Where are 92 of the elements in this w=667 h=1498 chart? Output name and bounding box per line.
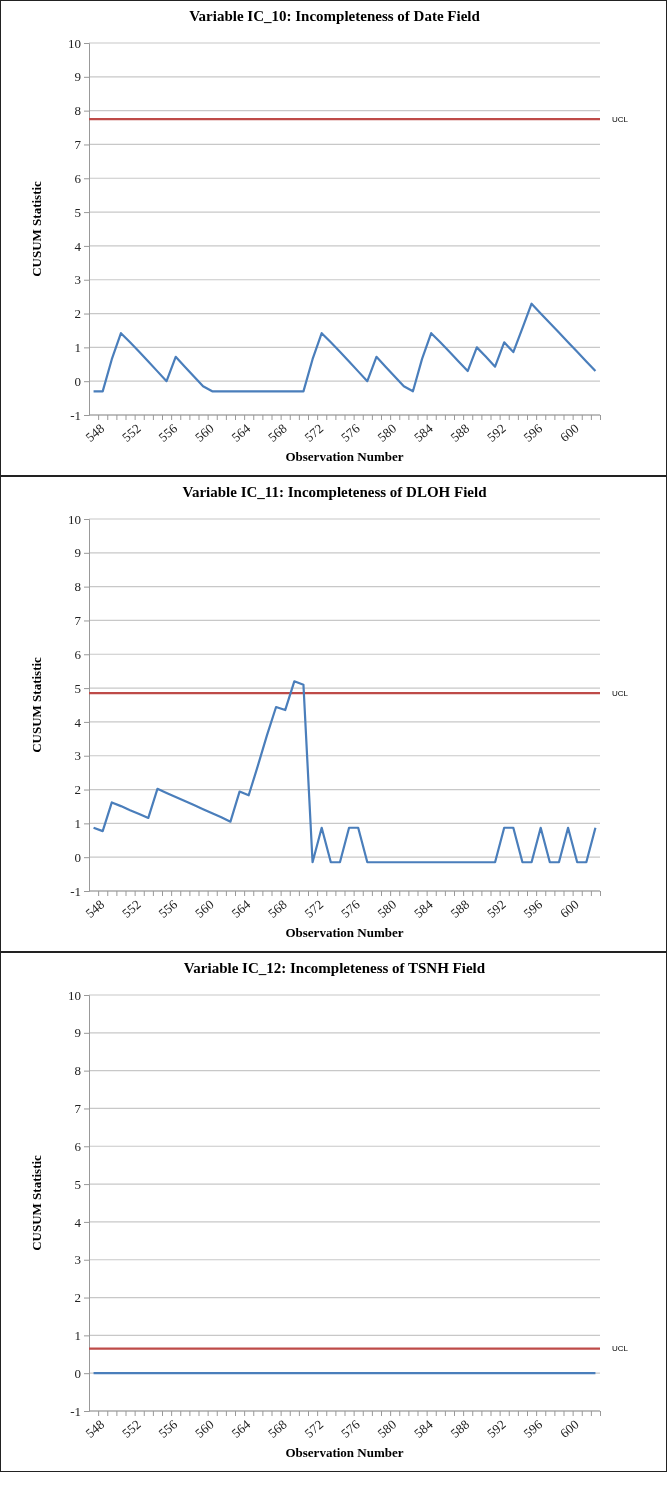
y-tick-label: 7 — [74, 1101, 82, 1117]
y-tick-label: 2 — [74, 782, 81, 798]
y-tick-label: 6 — [74, 1138, 82, 1154]
y-tick-label: 8 — [74, 1063, 81, 1079]
y-tick-label: 4 — [74, 238, 82, 254]
x-tick-label: 560 — [192, 1416, 217, 1441]
y-tick-label: 3 — [74, 748, 81, 764]
x-tick-label: 592 — [484, 420, 509, 445]
y-tick-label: -1 — [70, 883, 81, 899]
y-axis-title: CUSUM Statistic — [29, 656, 44, 753]
x-tick-label: 584 — [411, 896, 436, 921]
x-tick-label: 580 — [374, 896, 400, 921]
y-tick-label: 10 — [68, 35, 81, 51]
x-tick-label: 564 — [228, 420, 254, 445]
chart-title: Variable IC_11: Incompleteness of DLOH Field — [182, 484, 488, 500]
y-tick-label: 4 — [74, 714, 82, 730]
x-tick-label: 560 — [192, 420, 217, 445]
x-axis-title: Observation Number — [285, 925, 404, 940]
x-tick-label: 572 — [301, 1416, 327, 1441]
y-tick-label: 9 — [74, 69, 81, 85]
x-tick-label: 552 — [119, 896, 144, 921]
y-axis-title: CUSUM Statistic — [29, 1154, 44, 1251]
x-tick-label: 596 — [520, 896, 546, 921]
y-tick-label: 6 — [74, 646, 82, 662]
y-tick-label: 0 — [74, 1365, 81, 1381]
x-tick-label: 556 — [155, 1416, 181, 1441]
x-tick-label: 572 — [301, 420, 327, 445]
y-tick-label: 2 — [74, 306, 81, 322]
x-tick-label: 560 — [192, 896, 217, 921]
y-tick-label: 6 — [74, 170, 82, 186]
y-tick-label: 7 — [74, 137, 82, 153]
y-tick-label: 5 — [74, 680, 81, 696]
x-axis-title: Observation Number — [285, 449, 404, 464]
y-tick-label: 10 — [68, 511, 81, 527]
x-tick-label: 596 — [520, 1416, 546, 1441]
x-tick-label: 588 — [447, 896, 473, 921]
x-tick-label: 580 — [374, 1416, 400, 1441]
x-tick-label: 556 — [155, 896, 181, 921]
y-tick-label: 3 — [74, 272, 81, 288]
x-tick-label: 588 — [447, 420, 473, 445]
x-tick-label: 564 — [228, 896, 254, 921]
x-tick-label: 592 — [484, 1416, 509, 1441]
y-tick-label: 2 — [74, 1290, 81, 1306]
x-tick-label: 572 — [301, 896, 327, 921]
line-series — [92, 302, 597, 393]
x-tick-label: 576 — [338, 896, 363, 921]
y-tick-label: 8 — [74, 103, 81, 119]
y-tick-label: 4 — [74, 1214, 82, 1230]
x-tick-label: 568 — [265, 420, 290, 445]
x-tick-label: 564 — [228, 1416, 254, 1441]
y-tick-label: 9 — [74, 1025, 81, 1041]
x-tick-label: 576 — [338, 1416, 363, 1441]
chart-title: Variable IC_10: Incompleteness of Date Field — [189, 8, 481, 24]
x-tick-label: 588 — [447, 1416, 473, 1441]
x-tick-label: 576 — [338, 420, 363, 445]
y-tick-label: 1 — [74, 340, 81, 356]
y-axis-title: CUSUM Statistic — [29, 180, 44, 277]
chart-title: Variable IC_12: Incompleteness of TSNH Field — [183, 960, 486, 976]
ref-line-label: UCL — [612, 114, 629, 124]
x-tick-label: 548 — [82, 1416, 108, 1441]
y-tick-label: 1 — [74, 1328, 81, 1344]
y-tick-label: -1 — [70, 1403, 81, 1419]
ref-line-label: UCL — [612, 688, 629, 698]
x-tick-label: 568 — [265, 896, 290, 921]
x-tick-label: 592 — [484, 896, 509, 921]
y-tick-label: 3 — [74, 1252, 81, 1268]
y-tick-label: 9 — [74, 545, 81, 561]
x-tick-label: 552 — [119, 1416, 144, 1441]
x-tick-label: 600 — [557, 1416, 582, 1441]
x-tick-label: 556 — [155, 420, 181, 445]
x-tick-label: 596 — [520, 420, 546, 445]
x-tick-label: 568 — [265, 1416, 290, 1441]
x-tick-label: 548 — [82, 420, 108, 445]
y-tick-label: -1 — [70, 407, 81, 423]
x-tick-label: 584 — [411, 1416, 436, 1441]
y-tick-label: 8 — [74, 579, 81, 595]
x-tick-label: 584 — [411, 420, 436, 445]
x-tick-label: 600 — [557, 896, 582, 921]
y-tick-label: 5 — [74, 1176, 81, 1192]
ref-line-label: UCL — [612, 1344, 629, 1354]
line-series — [92, 680, 597, 864]
y-tick-label: 7 — [74, 613, 82, 629]
x-tick-label: 552 — [119, 420, 144, 445]
y-tick-label: 10 — [68, 987, 81, 1003]
y-tick-label: 1 — [74, 816, 81, 832]
y-tick-label: 0 — [74, 849, 81, 865]
x-tick-label: 600 — [557, 420, 582, 445]
y-tick-label: 5 — [74, 204, 81, 220]
y-tick-label: 0 — [74, 373, 81, 389]
x-axis-title: Observation Number — [285, 1445, 404, 1460]
x-tick-label: 548 — [82, 896, 108, 921]
x-tick-label: 580 — [374, 420, 400, 445]
